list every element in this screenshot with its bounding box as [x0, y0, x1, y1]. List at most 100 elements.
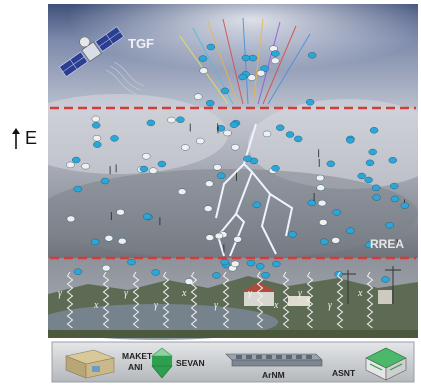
sevan-detector-icon	[151, 347, 173, 379]
field-direction-label: E	[12, 128, 37, 150]
electron	[369, 127, 379, 134]
electron	[308, 52, 317, 59]
electron	[288, 231, 297, 238]
electron	[206, 43, 216, 51]
asnt-label: ASNT	[332, 368, 356, 378]
positron	[116, 208, 125, 216]
electron	[92, 122, 101, 129]
rrea-label: RREA	[370, 237, 404, 251]
electron	[246, 259, 256, 267]
electron	[90, 238, 100, 246]
electron	[176, 116, 185, 123]
electron	[72, 156, 81, 164]
electron	[293, 135, 303, 143]
gamma-label: γ	[58, 288, 63, 299]
positron	[177, 188, 187, 195]
positron	[315, 174, 325, 182]
electron	[157, 160, 167, 168]
x-ray-label: x	[93, 300, 99, 311]
gamma-ray-wave	[222, 271, 230, 329]
electron	[385, 221, 394, 229]
electron	[110, 135, 119, 142]
electron	[220, 258, 229, 266]
electron	[372, 194, 381, 201]
maket-ani-detector-icon	[64, 349, 116, 379]
electron	[365, 159, 375, 167]
sevan-label: SEVAN	[176, 358, 205, 368]
positron	[231, 144, 240, 151]
positron	[213, 164, 222, 171]
positron	[262, 130, 272, 138]
tgf-label: TGF	[128, 36, 154, 51]
positron	[92, 134, 102, 142]
positron	[91, 115, 100, 123]
positron	[102, 264, 111, 272]
electron	[271, 50, 280, 57]
ground-gamma-rays: γ x γ γ x γ γ x γ γ x	[58, 271, 374, 329]
electron	[241, 54, 251, 62]
gamma-label: γ	[248, 288, 253, 299]
gamma-ray-wave	[282, 271, 290, 329]
electron	[255, 263, 265, 270]
electron	[346, 227, 355, 234]
positron	[247, 74, 257, 81]
electron	[400, 202, 409, 209]
electron	[252, 201, 261, 208]
positron	[214, 232, 224, 240]
up-arrow-icon	[12, 128, 20, 150]
electron	[238, 73, 247, 81]
gamma-ray-wave	[190, 271, 198, 329]
positron	[117, 237, 127, 245]
electron	[332, 209, 341, 216]
satellite-signal	[105, 61, 145, 95]
x-ray-label: x	[273, 300, 279, 311]
positron	[81, 162, 90, 170]
electron	[371, 184, 381, 192]
electron	[73, 185, 82, 193]
electron	[320, 238, 329, 245]
asnt-detector-icon	[365, 347, 407, 381]
gamma-ray-wave	[66, 271, 74, 329]
electron	[127, 258, 136, 266]
maket-label: MAKET	[122, 351, 153, 361]
positron	[184, 278, 194, 285]
x-ray-label: x	[357, 288, 363, 299]
electron	[381, 276, 390, 283]
electron	[73, 268, 83, 275]
electron	[146, 119, 156, 127]
electron	[357, 172, 366, 180]
gamma-ray-wave	[366, 271, 374, 329]
electron	[151, 269, 160, 276]
gamma-label: γ	[214, 300, 219, 311]
positron	[317, 199, 327, 207]
gamma-label: γ	[154, 300, 159, 311]
positron	[316, 184, 325, 191]
electron	[212, 272, 221, 279]
electron	[305, 98, 315, 106]
electron	[346, 137, 355, 144]
arnm-detector-icon	[225, 353, 323, 367]
electron	[205, 99, 215, 107]
positron	[142, 153, 151, 160]
gamma-label: γ	[298, 288, 303, 299]
positron	[66, 161, 75, 169]
positron	[196, 137, 205, 145]
positron	[66, 215, 76, 223]
gamma-ray-wave	[306, 271, 314, 329]
electron	[364, 176, 373, 184]
upward-ray-fan	[179, 17, 311, 105]
gamma-label: γ	[328, 300, 333, 311]
gamma-ray-wave	[102, 271, 110, 329]
x-ray-label: x	[181, 288, 187, 299]
positron	[193, 93, 203, 100]
ani-label: ANI	[128, 362, 143, 372]
positron	[199, 67, 208, 74]
positron	[256, 69, 266, 77]
field-label-text: E	[25, 128, 38, 148]
positron	[331, 237, 340, 244]
electron	[271, 165, 280, 172]
electron	[390, 182, 399, 190]
positron	[203, 205, 213, 212]
positron	[271, 57, 280, 64]
electron	[243, 155, 252, 163]
